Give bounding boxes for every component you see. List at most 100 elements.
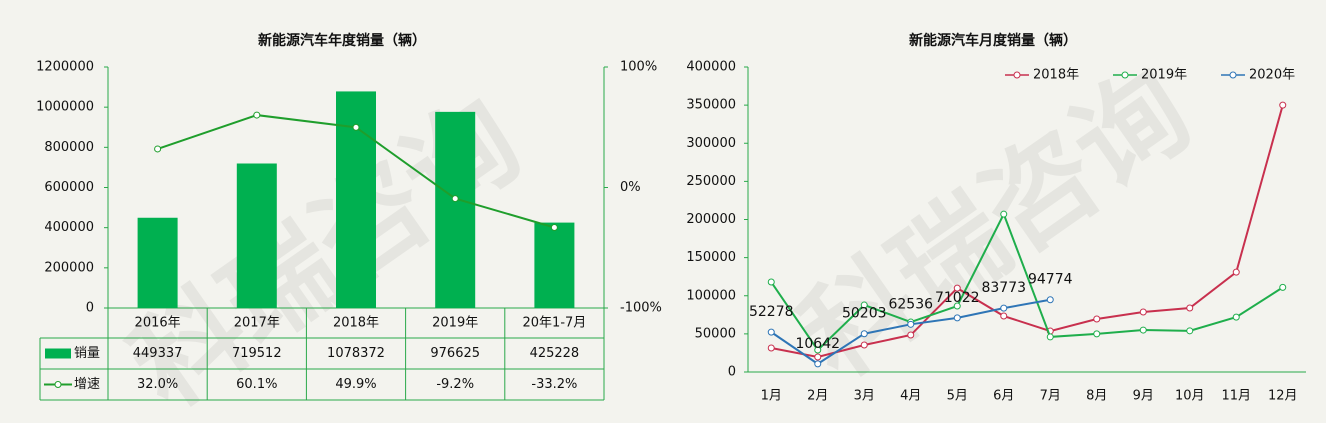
y-tick-label: 0: [86, 301, 94, 316]
x-tick-label: 20年1-7月: [523, 316, 587, 331]
marker: [1000, 304, 1008, 312]
marker: [1093, 315, 1101, 323]
legend-label: 增速: [74, 377, 100, 392]
y-tick-label: 150000: [686, 250, 736, 265]
table-value: -33.2%: [531, 377, 577, 392]
x-tick-label: 7月: [1040, 389, 1061, 404]
table-value: 49.9%: [335, 377, 376, 392]
data-label: 50203: [842, 306, 887, 322]
line: [770, 211, 1284, 352]
marker: [767, 344, 775, 352]
y2-tick-label: 100%: [620, 60, 657, 75]
x-tick-label: 8月: [1086, 389, 1107, 404]
table-value: 32.0%: [137, 377, 178, 392]
y2-tick-label: -100%: [620, 301, 662, 316]
table-value: 719512: [232, 346, 282, 361]
legend-swatch: [54, 381, 62, 388]
legend-label: 2018年: [1033, 68, 1079, 83]
marker: [550, 224, 558, 232]
x-tick-label: 3月: [854, 389, 875, 404]
marker: [814, 353, 822, 361]
legend-swatch: [1013, 71, 1021, 79]
x-tick-label: 11月: [1221, 389, 1251, 404]
chart-title: 新能源汽车月度销量（辆）: [909, 32, 1077, 49]
marker: [814, 346, 822, 354]
marker: [1139, 326, 1147, 334]
marker: [907, 331, 915, 339]
bar: [435, 111, 476, 308]
data-label: 94774: [1028, 272, 1073, 288]
marker: [1000, 210, 1008, 218]
marker: [451, 195, 459, 203]
legend-swatch: [1229, 71, 1237, 79]
y-tick-label: 200000: [44, 260, 94, 275]
y-tick-label: 1200000: [36, 60, 94, 75]
marker: [1279, 101, 1287, 109]
marker: [860, 341, 868, 349]
y-tick-label: 0: [728, 365, 736, 380]
table-value: -9.2%: [436, 377, 474, 392]
data-label: 83773: [981, 280, 1026, 296]
line: [771, 104, 1284, 359]
x-tick-label: 2017年: [234, 316, 280, 331]
table-value: 976625: [430, 346, 480, 361]
bar: [236, 163, 277, 308]
marker: [953, 284, 961, 292]
chart-title: 新能源汽车年度销量（辆）: [258, 32, 426, 49]
marker: [1139, 308, 1147, 316]
marker: [1232, 313, 1240, 321]
y-tick-label: 400000: [44, 220, 94, 235]
y-tick-label: 300000: [686, 136, 736, 151]
marker: [154, 145, 162, 153]
x-tick-label: 2019年: [432, 316, 478, 331]
marker: [907, 320, 915, 328]
table-value: 449337: [133, 346, 183, 361]
x-tick-label: 1月: [761, 389, 782, 404]
data-label: 71022: [935, 290, 980, 306]
marker: [352, 123, 360, 131]
y-tick-label: 200000: [686, 212, 736, 227]
marker: [253, 111, 261, 119]
marker: [1279, 283, 1287, 291]
table-value: 60.1%: [236, 377, 277, 392]
y-tick-label: 400000: [686, 60, 736, 75]
marker: [860, 301, 868, 309]
marker: [814, 360, 822, 368]
legend-label: 2019年: [1141, 68, 1187, 83]
marker: [767, 278, 775, 286]
marker: [1046, 333, 1054, 341]
y-tick-label: 800000: [44, 140, 94, 155]
y2-tick-label: 0%: [620, 180, 641, 195]
marker: [767, 328, 775, 336]
y-tick-label: 50000: [695, 326, 736, 341]
legend-swatch: [1121, 71, 1129, 79]
x-tick-label: 2016年: [135, 316, 181, 331]
marker: [860, 330, 868, 338]
data-label: 10642: [795, 336, 840, 352]
legend-label: 销量: [74, 346, 100, 361]
x-tick-label: 2018年: [333, 316, 379, 331]
legend-swatch: [45, 348, 71, 359]
data-label: 62536: [888, 296, 933, 312]
y-tick-label: 350000: [686, 98, 736, 113]
x-tick-label: 6月: [993, 389, 1014, 404]
bar: [534, 222, 575, 308]
marker: [1093, 330, 1101, 338]
y-tick-label: 100000: [686, 288, 736, 303]
marker: [1000, 312, 1008, 320]
x-tick-label: 4月: [900, 389, 921, 404]
marker: [1046, 296, 1054, 304]
x-tick-label: 12月: [1268, 389, 1298, 404]
marker: [953, 302, 961, 310]
x-tick-label: 5月: [947, 389, 968, 404]
marker: [953, 314, 961, 322]
y-tick-label: 250000: [686, 174, 736, 189]
table-value: 1078372: [327, 346, 385, 361]
watermark: 科瑞咨询: [779, 45, 1213, 402]
x-tick-label: 9月: [1133, 389, 1154, 404]
data-label: 52278: [749, 304, 794, 320]
y-tick-label: 1000000: [36, 100, 94, 115]
table-value: 425228: [530, 346, 580, 361]
x-tick-label: 2月: [807, 389, 828, 404]
